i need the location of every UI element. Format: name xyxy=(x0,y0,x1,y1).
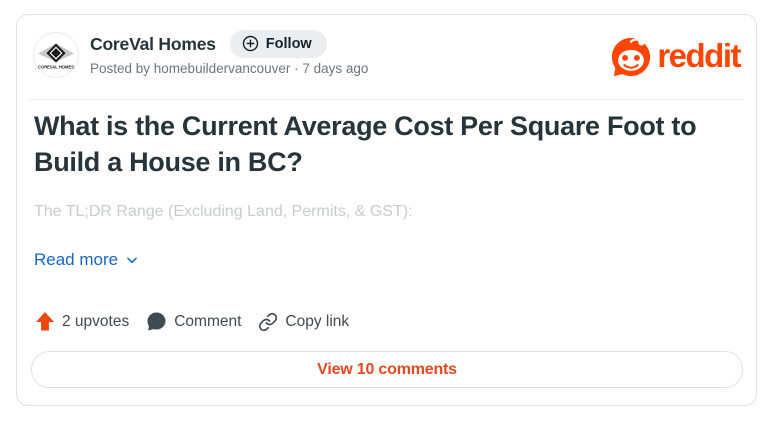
upvotes-count: 2 upvotes xyxy=(62,312,130,330)
read-more-label: Read more xyxy=(34,250,119,269)
reddit-wordmark: reddit xyxy=(657,36,741,74)
svg-text:COREVAL HOMES: COREVAL HOMES xyxy=(38,64,74,69)
read-more-link[interactable]: Read more xyxy=(34,250,139,270)
upvote-arrow-icon xyxy=(36,312,54,331)
post-excerpt: The TL;DR Range (Excluding Land, Permits… xyxy=(34,203,413,220)
reddit-logo[interactable]: reddit xyxy=(610,36,741,78)
follow-button[interactable]: Follow xyxy=(229,30,327,58)
post-actions: 2 upvotes Comment Copy link xyxy=(35,311,349,332)
posted-by-line: Posted by homebuildervancouver · 7 days … xyxy=(90,61,369,76)
post-header: COREVAL HOMES CoreVal Homes Follow Poste… xyxy=(33,30,741,94)
reddit-snoo-icon xyxy=(612,37,651,77)
circle-plus-icon xyxy=(242,35,258,52)
comment-bubble-icon xyxy=(147,312,166,331)
copy-link-label: Copy link xyxy=(285,312,350,330)
comment-action[interactable]: Comment xyxy=(146,311,241,332)
identity-block: CoreVal Homes Follow Posted by homebuild… xyxy=(90,30,368,76)
follow-label: Follow xyxy=(265,35,312,52)
chevron-down-icon xyxy=(127,257,137,264)
view-comments-button[interactable]: View 10 comments xyxy=(31,351,743,388)
upvote-action[interactable]: 2 upvotes xyxy=(35,311,129,332)
post-title[interactable]: What is the Current Average Cost Per Squ… xyxy=(34,111,697,177)
view-comments-label: View 10 comments xyxy=(317,360,457,378)
author-name[interactable]: CoreVal Homes xyxy=(90,33,216,54)
reddit-post-embed-card: COREVAL HOMES CoreVal Homes Follow Poste… xyxy=(16,14,757,406)
avatar[interactable]: COREVAL HOMES xyxy=(33,32,79,78)
coreval-homes-logo: COREVAL HOMES xyxy=(37,43,74,69)
copy-link-action[interactable]: Copy link xyxy=(258,312,349,332)
link-icon xyxy=(259,312,278,331)
comment-label: Comment xyxy=(174,312,242,330)
header-divider xyxy=(29,99,744,100)
